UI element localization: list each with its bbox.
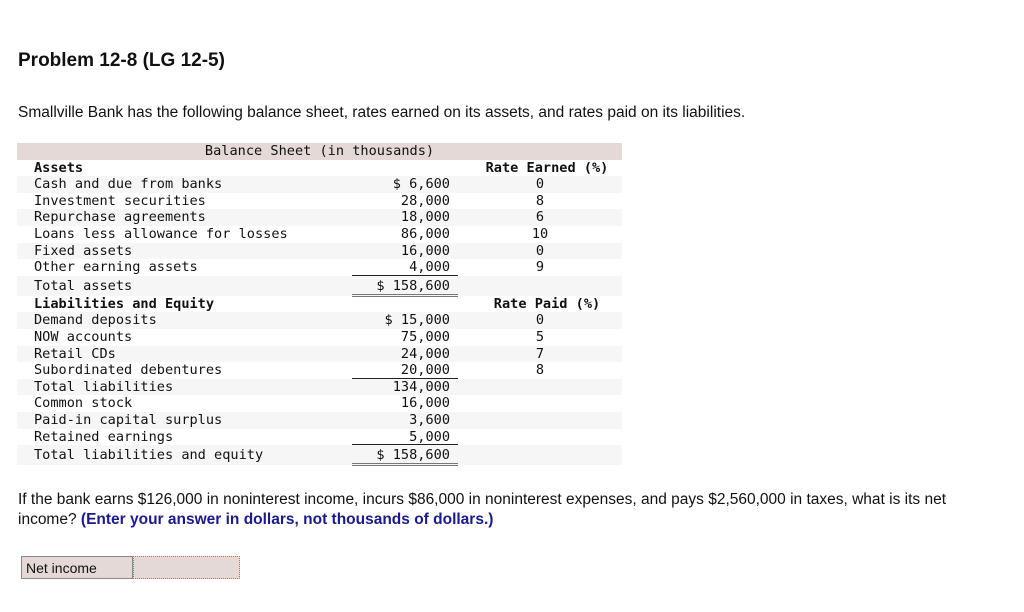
row-label: Retail CDs [34,345,116,362]
row-label: Loans less allowance for losses [34,225,288,242]
row-rate: 0 [535,242,545,259]
row-amount: $ 158,600 [376,447,450,464]
row-rate: Rate Paid (%) [493,295,601,312]
row-label: Cash and due from banks [34,176,223,193]
row-label: Assets [34,159,84,176]
row-amount: 16,000 [400,395,450,412]
row-label: Repurchase agreements [34,209,206,226]
intro-text: Smallville Bank has the following balanc… [18,104,746,121]
row-amount: $ 15,000 [384,312,450,329]
table-row: Investment securities 28,000 8 [17,193,622,210]
table-row: Demand deposits $ 15,000 0 [17,312,622,329]
row-rate: 6 [535,209,545,226]
row-amount: $ 158,600 [376,277,450,294]
row-rate: 0 [535,176,545,193]
row-amount: 18,000 [400,209,450,226]
row-amount: 86,000 [400,225,450,242]
row-rate: 9 [535,259,545,276]
row-amount: $ 6,600 [392,176,450,193]
instruction-text: (Enter your answer in dollars, not thous… [80,511,494,528]
row-rate: Rate Earned (%) [485,159,609,176]
table-row: Other earning assets 4,000 9 [17,259,622,276]
table-row: Loans less allowance for losses 86,000 10 [17,226,622,243]
table-row: Retail CDs 24,000 7 [17,345,622,363]
row-label: Paid-in capital surplus [34,411,223,428]
table-row: Repurchase agreements 18,000 6 [17,209,622,226]
row-rate: 8 [535,192,545,209]
row-label: Retained earnings [34,428,174,445]
row-rate: 7 [535,345,545,362]
table-row: Retained earnings 5,000 [17,429,622,446]
net-income-input[interactable] [133,556,240,579]
row-label: Other earning assets [34,259,198,276]
row-rate: 5 [535,328,545,345]
row-rate: 8 [535,362,545,379]
row-label: Total liabilities [34,378,174,395]
section-header: Liabilities and Equity Rate Paid (%) [17,296,622,313]
row-label: Total assets [34,277,133,294]
table-row: Paid-in capital surplus 3,600 [17,411,622,429]
row-amount: 20,000 [400,362,450,379]
row-amount: 16,000 [400,242,450,259]
table-row: Cash and due from banks $ 6,600 0 [17,176,622,193]
row-amount: 134,000 [392,378,450,395]
table-row: NOW accounts 75,000 5 [17,329,622,346]
row-amount: 75,000 [400,328,450,345]
row-label: Fixed assets [34,242,133,259]
question-text: If the bank earns $126,000 in noninteres… [18,491,947,528]
row-rate: 10 [531,225,549,242]
balance-sheet-table: Balance Sheet (in thousands) Assets Rate … [17,143,622,467]
row-amount: 3,600 [409,411,450,428]
row-amount: 24,000 [400,345,450,362]
row-amount: 4,000 [409,259,450,276]
table-row: Total liabilities and equity $ 158,600 [17,445,622,467]
table-row: Total liabilities 134,000 [17,378,622,396]
net-income-label: Net income [21,556,133,579]
table-row: Fixed assets 16,000 0 [17,242,622,260]
row-label: Demand deposits [34,312,157,329]
row-label: Common stock [34,395,133,412]
row-label: Subordinated debentures [34,362,223,379]
row-label: NOW accounts [34,328,133,345]
problem-title: Problem 12-8 (LG 12-5) [18,50,225,71]
table-caption: Balance Sheet (in thousands) [17,143,622,160]
row-label: Total liabilities and equity [34,447,264,464]
table-row: Total assets $ 158,600 [17,275,622,297]
row-label: Investment securities [34,192,206,209]
answer-row: Net income [21,556,240,579]
row-amount: 5,000 [409,428,450,445]
row-label: Liabilities and Equity [34,295,215,312]
row-amount: 28,000 [400,192,450,209]
table-row: Subordinated debentures 20,000 8 [17,362,622,379]
row-rate: 0 [535,312,545,329]
section-header: Assets Rate Earned (%) [17,160,622,177]
table-row: Common stock 16,000 [17,395,622,412]
